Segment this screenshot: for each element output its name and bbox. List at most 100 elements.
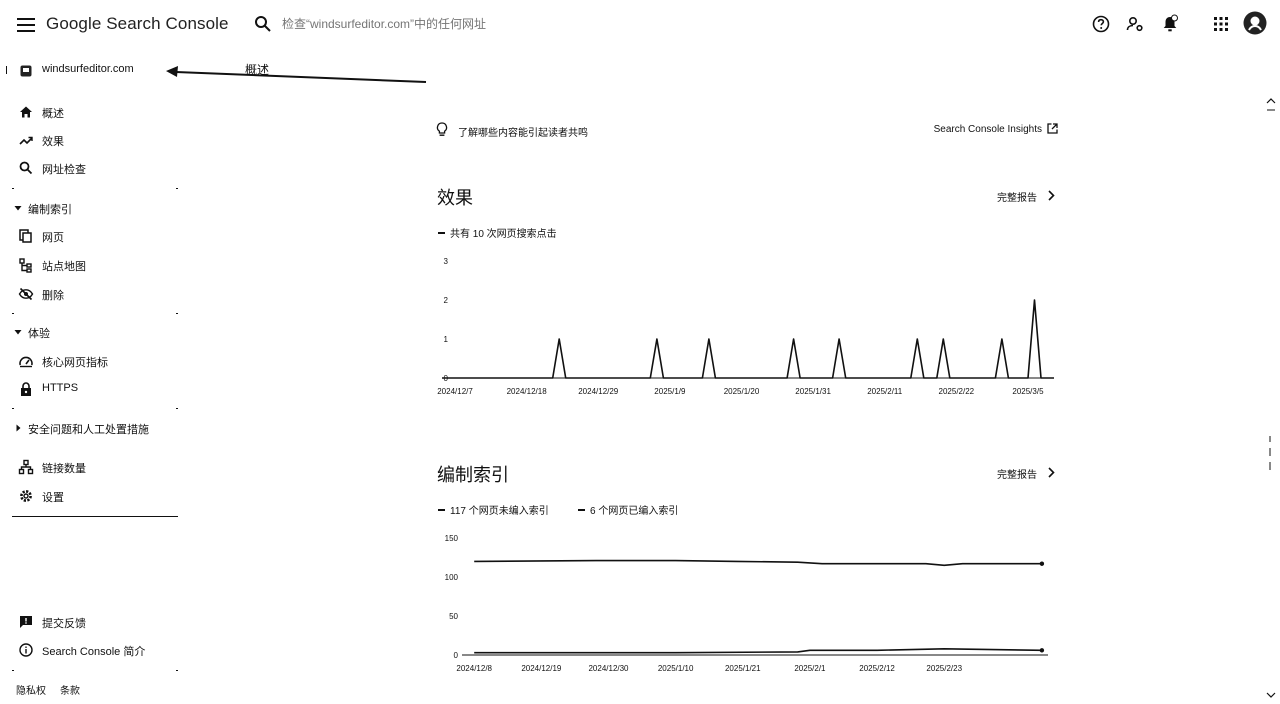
property-selector[interactable]: windsurfeditor.com	[20, 62, 170, 80]
performance-full-report-link[interactable]: 完整报告	[997, 188, 1057, 204]
scroll-up-icon[interactable]	[1266, 98, 1276, 112]
terms-link[interactable]: 条款	[60, 686, 80, 697]
sidebar-item-core-web-vitals[interactable]: 核心网页指标	[18, 351, 178, 371]
legend-swatch	[438, 509, 445, 512]
account-avatar[interactable]	[1243, 11, 1267, 35]
sidebar-item-label: 站点地图	[42, 261, 86, 273]
home-icon	[18, 104, 34, 120]
main-menu-icon[interactable]	[14, 13, 38, 37]
y-tick-label: 0	[454, 651, 459, 660]
manage-users-icon[interactable]	[1125, 14, 1145, 34]
y-tick-label: 3	[444, 257, 449, 266]
x-tick-label: 2025/1/21	[725, 664, 761, 673]
y-tick-label: 100	[445, 573, 459, 582]
x-tick-label: 2025/2/12	[859, 664, 895, 673]
sidebar-item-label: 链接数量	[42, 463, 86, 475]
pages-icon	[18, 228, 34, 244]
x-tick-label: 2024/12/19	[521, 664, 562, 673]
x-tick-label: 2025/1/20	[724, 387, 760, 396]
section-indexing[interactable]: 编制索引	[14, 199, 174, 217]
y-tick-label: 50	[449, 612, 458, 621]
x-tick-label: 2025/1/9	[654, 387, 686, 396]
performance-legend[interactable]: 共有 10 次网页搜索点击	[438, 225, 557, 240]
full-report-label: 完整报告	[997, 193, 1037, 204]
sidebar-item-performance[interactable]: 效果	[18, 130, 178, 150]
sidebar-item-links[interactable]: 链接数量	[18, 457, 178, 477]
x-tick-label: 2025/2/1	[794, 664, 826, 673]
sidebar-item-url-inspection[interactable]: 网址检查	[18, 158, 178, 178]
open-in-new-icon[interactable]	[1047, 123, 1058, 134]
settings-icon	[18, 488, 34, 504]
sidebar-item-overview[interactable]: 概述	[18, 102, 178, 122]
legend-swatch	[578, 509, 585, 512]
insights-banner: 了解哪些内容能引起读者共鸣 Search Console Insights	[436, 121, 1058, 141]
x-tick-label: 2025/3/5	[1012, 387, 1044, 396]
section-title: 安全问题和人工处置措施	[28, 424, 149, 436]
full-report-label: 完整报告	[997, 470, 1037, 481]
sidebar-item-label: 设置	[42, 492, 64, 504]
not-indexed-legend[interactable]: 117 个网页未编入索引	[438, 502, 549, 517]
indexing-full-report-link[interactable]: 完整报告	[997, 465, 1057, 481]
sidebar-item-label: 网址检查	[42, 164, 86, 176]
sidebar-item-label: 概述	[42, 108, 64, 120]
annotation-label: 概述	[245, 63, 270, 77]
insights-link[interactable]: Search Console Insights	[933, 124, 1042, 135]
sidebar-item-https[interactable]: HTTPS	[18, 379, 178, 399]
y-tick-label: 2	[444, 296, 449, 305]
sidebar-item-sitemaps[interactable]: 站点地图	[18, 255, 178, 275]
sidebar-item-settings[interactable]: 设置	[18, 486, 178, 506]
x-tick-label: 2024/12/30	[588, 664, 629, 673]
sidebar-item-label: 核心网页指标	[42, 357, 108, 369]
apps-grid-icon[interactable]	[1211, 14, 1231, 34]
sidebar-item-label: 提交反馈	[42, 618, 86, 630]
legend-label: 117 个网页未编入索引	[450, 506, 549, 517]
scrollbar-handle[interactable]	[1268, 436, 1276, 470]
sidebar-item-label: 删除	[42, 290, 64, 302]
info-icon	[18, 642, 34, 658]
section-title: 编制索引	[28, 204, 72, 216]
series-line	[442, 299, 1054, 379]
scroll-down-icon[interactable]	[1266, 690, 1276, 700]
sidebar-item-label: Search Console 简介	[42, 646, 146, 658]
x-tick-label: 2025/1/10	[658, 664, 694, 673]
series-line	[474, 648, 1042, 654]
section-title: 体验	[28, 328, 50, 340]
lightbulb-icon	[436, 122, 448, 138]
chevron-right-icon	[14, 424, 22, 432]
privacy-link[interactable]: 隐私权	[16, 686, 46, 697]
legend-label: 共有 10 次网页搜索点击	[450, 229, 557, 240]
sidebar-divider	[12, 516, 178, 517]
lock-icon	[18, 381, 34, 397]
x-tick-label: 2025/2/11	[867, 387, 903, 396]
divider-mark	[176, 670, 178, 671]
property-icon	[20, 65, 32, 77]
url-inspection-search-input[interactable]	[282, 15, 882, 33]
insights-text: 了解哪些内容能引起读者共鸣	[458, 128, 588, 139]
sidebar-item-feedback[interactable]: 提交反馈	[18, 612, 178, 632]
divider-mark	[176, 408, 178, 409]
legend-swatch	[438, 232, 445, 235]
series-end-point	[1039, 648, 1045, 653]
divider-mark	[176, 188, 178, 189]
search-icon	[18, 160, 34, 176]
section-security[interactable]: 安全问题和人工处置措施	[14, 419, 174, 437]
sidebar-item-removals[interactable]: 删除	[18, 284, 178, 304]
sidebar-item-pages[interactable]: 网页	[18, 226, 178, 246]
x-tick-label: 2024/12/7	[437, 387, 473, 396]
indexed-legend[interactable]: 6 个网页已编入索引	[578, 502, 678, 517]
y-tick-label: 150	[445, 534, 459, 543]
sidebar-item-about[interactable]: Search Console 简介	[18, 640, 178, 660]
sidebar-item-label: HTTPS	[42, 382, 79, 394]
app-logo[interactable]: Google Search Console	[46, 14, 229, 33]
sidebar-item-label: 效果	[42, 136, 64, 148]
performance-title: 效果	[437, 188, 473, 208]
divider-mark	[12, 408, 14, 409]
divider-mark	[12, 188, 14, 189]
notifications-icon[interactable]	[1160, 14, 1180, 34]
section-experience[interactable]: 体验	[14, 323, 174, 341]
indexing-chart: 0 50 100 150 2024/12/8 2024/12/19 2024/12/30 20…	[445, 534, 1048, 673]
speed-icon	[18, 353, 34, 369]
help-icon[interactable]	[1091, 14, 1111, 34]
sidebar-item-label: 网页	[42, 232, 64, 244]
